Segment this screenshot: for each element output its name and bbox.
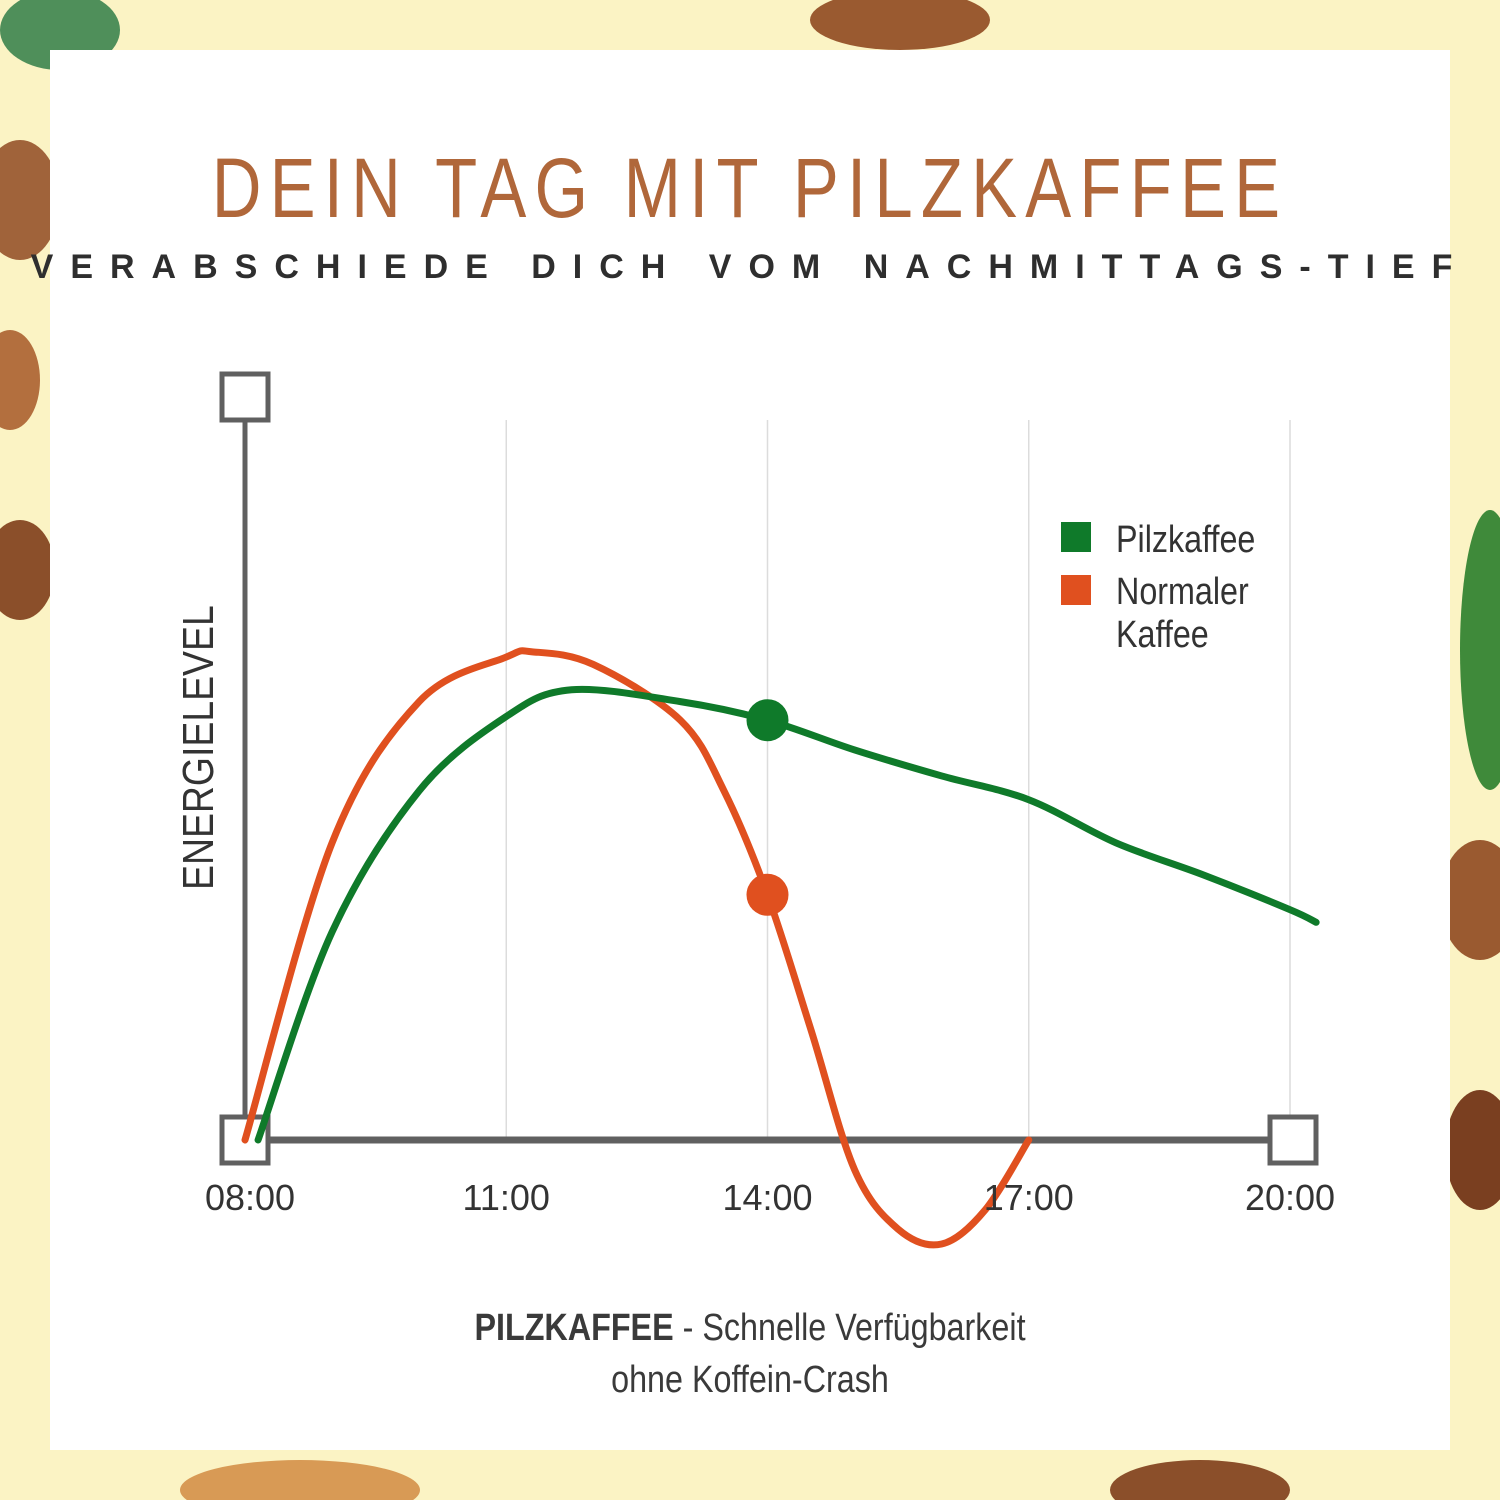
page-title: DEIN TAG MIT PILZKAFFEE xyxy=(211,141,1289,235)
footer-bold: PILZKAFFEE xyxy=(474,1307,674,1349)
chart-card xyxy=(50,50,1450,1450)
marker-normaler-kaffee xyxy=(746,873,789,916)
y-axis-label: ENERGIELEVEL xyxy=(173,605,223,890)
footer-line1: - Schnelle Verfügbarkeit xyxy=(673,1307,1026,1349)
legend-label-pilzkaffee: Pilzkaffee xyxy=(1116,519,1255,561)
axis-end-box xyxy=(1267,1114,1319,1166)
legend-swatch-normal xyxy=(1061,575,1091,605)
x-tick-label: 14:00 xyxy=(722,1177,812,1218)
x-tick-label: 11:00 xyxy=(463,1177,550,1218)
footer-caption: PILZKAFFEE - Schnelle Verfügbarkeit ohne… xyxy=(113,1302,1388,1406)
marker-pilzkaffee xyxy=(746,699,789,742)
line-normaler-kaffee xyxy=(241,647,1033,1249)
x-tick-label: 20:00 xyxy=(1245,1177,1335,1218)
footer-line2: ohne Koffein-Crash xyxy=(611,1359,889,1401)
legend-swatch-pilzkaffee xyxy=(1061,522,1091,552)
legend-label-normal: Normaler Kaffee xyxy=(1116,571,1249,656)
line-pilzkaffee xyxy=(254,685,1320,1144)
x-tick-label: 08:00 xyxy=(205,1177,295,1218)
page-subtitle: VERABSCHIEDE DICH VOM NACHMITTAGS-TIEF xyxy=(30,248,1470,286)
legend: Pilzkaffee Normaler Kaffee xyxy=(1061,519,1255,656)
x-tick-label: 17:00 xyxy=(984,1177,1074,1218)
axis-end-box xyxy=(219,371,271,423)
